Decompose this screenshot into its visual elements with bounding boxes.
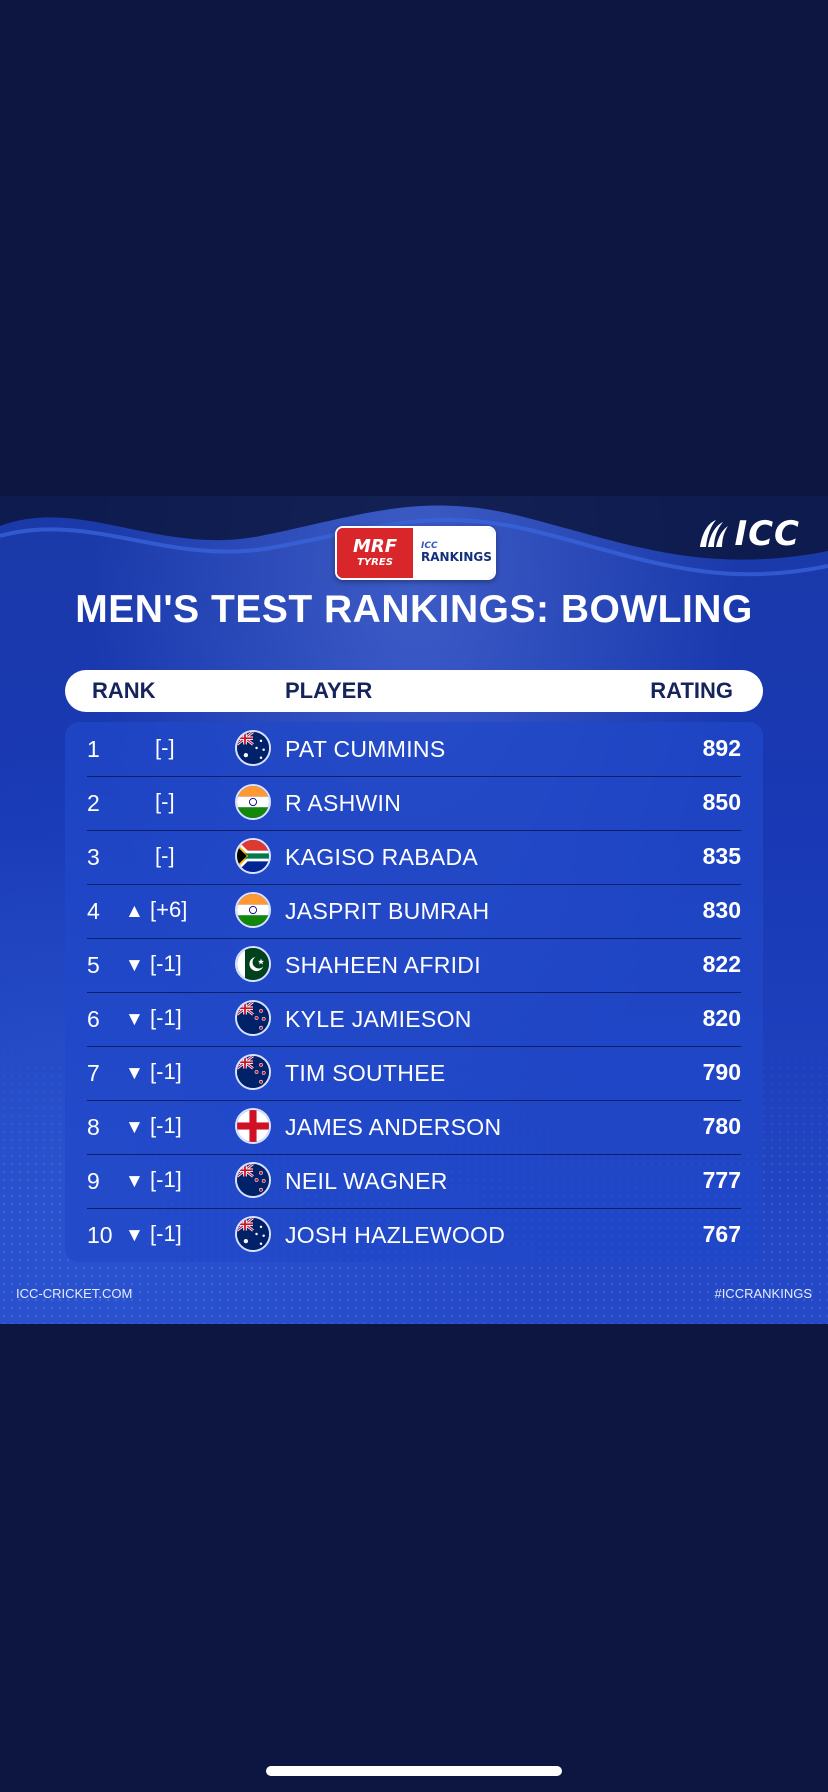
row-player-name: PAT CUMMINS	[285, 736, 446, 762]
arrow-down-icon: ▼	[125, 1225, 144, 1246]
flag-aus-icon	[235, 1216, 271, 1252]
mrf-logo-top: MRF	[352, 536, 398, 557]
table-row: 1 [-] PAT CUMMINS 892	[87, 722, 741, 777]
arrow-up-icon: ▲	[125, 901, 144, 922]
home-indicator[interactable]	[266, 1766, 562, 1776]
icc-logo: ICC	[696, 514, 800, 554]
table-row: 7 ▼ [-1] TIM SOUTHEE 790	[87, 1046, 741, 1101]
row-rating: 892	[702, 735, 741, 761]
icc-rankings-logo: ICC RANKINGS	[413, 528, 494, 578]
row-rating: 780	[702, 1113, 741, 1139]
row-player-name: R ASHWIN	[285, 790, 402, 816]
row-change: [-1]	[150, 1167, 182, 1192]
row-change: [-]	[155, 843, 175, 868]
row-change: [-1]	[150, 1005, 182, 1030]
footer-website: ICC-CRICKET.COM	[16, 1286, 133, 1301]
mrf-logo: MRF TYRES	[337, 528, 413, 578]
arrow-down-icon: ▼	[125, 955, 144, 976]
rankings-table: 1 [-] PAT CUMMINS 892 2 [-] R ASHWIN 850 3 [-] KAG…	[65, 722, 763, 1262]
arrow-down-icon: ▼	[125, 1009, 144, 1030]
flag-eng-icon	[235, 1108, 271, 1144]
row-rank: 7	[87, 1060, 100, 1086]
table-row: 2 [-] R ASHWIN 850	[87, 776, 741, 831]
mrf-rankings-badge: MRF TYRES ICC RANKINGS	[335, 526, 496, 580]
row-rank: 5	[87, 952, 100, 978]
header-rank: RANK	[92, 678, 156, 703]
arrow-down-icon: ▼	[125, 1171, 144, 1192]
icc-rankings-small: ICC	[421, 540, 438, 551]
row-rating: 767	[702, 1221, 741, 1247]
row-change: [-]	[155, 789, 175, 814]
flag-nz-icon	[235, 1162, 271, 1198]
row-rank: 2	[87, 790, 100, 816]
flag-rsa-icon	[235, 838, 271, 874]
row-change: [+6]	[150, 897, 188, 922]
row-rank: 9	[87, 1168, 100, 1194]
page-title: MEN'S TEST RANKINGS: BOWLING	[75, 588, 753, 631]
table-row: 4 ▲ [+6] JASPRIT BUMRAH 830	[87, 884, 741, 939]
table-row: 6 ▼ [-1] KYLE JAMIESON 820	[87, 992, 741, 1047]
header-player: PLAYER	[285, 678, 373, 703]
row-rating: 820	[702, 1005, 741, 1031]
row-rank: 6	[87, 1006, 100, 1032]
icc-logo-text: ICC	[734, 514, 800, 554]
mrf-logo-bottom: TYRES	[357, 557, 393, 568]
row-rating: 790	[702, 1059, 741, 1085]
wave-decoration	[0, 496, 828, 577]
row-player-name: TIM SOUTHEE	[285, 1060, 446, 1086]
row-rating: 777	[702, 1167, 741, 1193]
row-rank: 10	[87, 1222, 113, 1248]
flag-pak-icon	[235, 946, 271, 982]
flag-ind-icon	[235, 784, 271, 820]
header-rating: RATING	[650, 678, 733, 703]
arrow-down-icon: ▼	[125, 1117, 144, 1138]
row-player-name: KAGISO RABADA	[285, 844, 479, 870]
arrow-down-icon: ▼	[125, 1063, 144, 1084]
row-rating: 835	[702, 843, 741, 869]
row-player-name: JAMES ANDERSON	[285, 1114, 502, 1140]
table-row: 8 ▼ [-1] JAMES ANDERSON 780	[87, 1100, 741, 1155]
icc-swoosh-icon	[700, 520, 729, 547]
flag-aus-icon	[235, 730, 271, 766]
row-change: [-1]	[150, 1113, 182, 1138]
rankings-graphic: ICC MRF TYRES ICC RANKINGS MEN'S TEST RA…	[0, 496, 828, 1324]
row-change: [-]	[155, 735, 175, 760]
flag-nz-icon	[235, 1054, 271, 1090]
table-row: 5 ▼ [-1] SHAHEEN AFRIDI 822	[87, 938, 741, 993]
table-header: RANK PLAYER RATING	[65, 670, 763, 712]
row-rank: 8	[87, 1114, 100, 1140]
table-row: 10 ▼ [-1] JOSH HAZLEWOOD 767	[87, 1208, 741, 1262]
row-player-name: JASPRIT BUMRAH	[285, 898, 490, 924]
flag-ind-icon	[235, 892, 271, 928]
row-player-name: SHAHEEN AFRIDI	[285, 952, 481, 978]
row-rating: 850	[702, 789, 741, 815]
row-rank: 1	[87, 736, 100, 762]
table-row: 9 ▼ [-1] NEIL WAGNER 777	[87, 1154, 741, 1209]
row-player-name: JOSH HAZLEWOOD	[285, 1222, 506, 1248]
table-row: 3 [-] KAGISO RABADA 835	[87, 830, 741, 885]
icc-rankings-big: RANKINGS	[421, 550, 492, 565]
row-change: [-1]	[150, 951, 182, 976]
flag-nz-icon	[235, 1000, 271, 1036]
footer-hashtag: #ICCRANKINGS	[714, 1286, 812, 1301]
row-player-name: NEIL WAGNER	[285, 1168, 448, 1194]
row-player-name: KYLE JAMIESON	[285, 1006, 472, 1032]
row-rank: 3	[87, 844, 100, 870]
row-change: [-1]	[150, 1221, 182, 1246]
row-change: [-1]	[150, 1059, 182, 1084]
row-rating: 830	[702, 897, 741, 923]
row-rank: 4	[87, 898, 100, 924]
row-rating: 822	[702, 951, 741, 977]
